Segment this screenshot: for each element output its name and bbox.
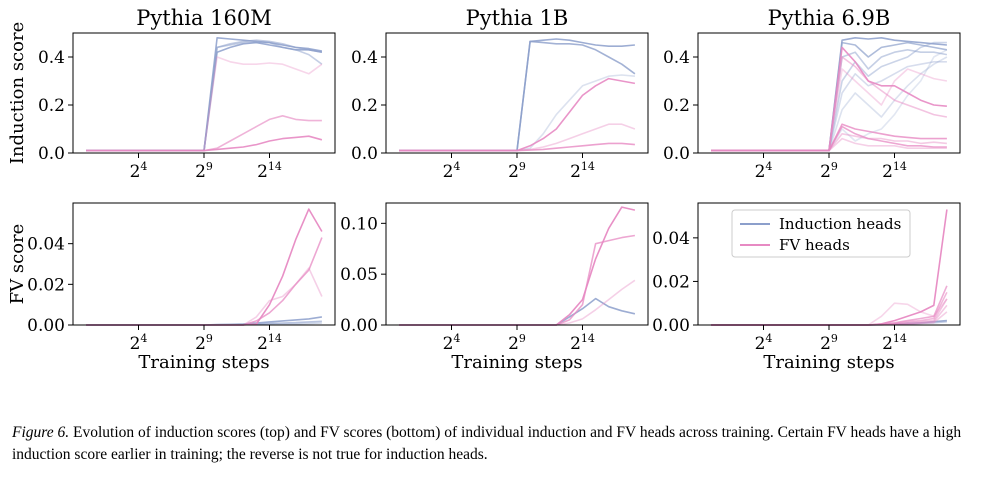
x-tick-label: 29	[508, 160, 526, 182]
fv-head-line-5	[86, 56, 323, 152]
induction-head-line-2	[399, 40, 636, 152]
chart-title: Pythia 160M	[136, 6, 271, 30]
x-tick-label: 24	[130, 332, 148, 354]
chart-panel-2: 0.0 0.2 0.4 24 29 214 Pythia 1B	[351, 6, 649, 182]
y-tick-label: 0.0	[38, 144, 65, 164]
x-tick-label: 24	[443, 160, 461, 182]
y-tick-label: 0.0	[351, 144, 378, 164]
fv-head-line-4	[399, 279, 636, 326]
fv-head-line-4	[86, 208, 323, 326]
y-tick-label: 0.02	[652, 272, 690, 292]
fv-head-line-12	[711, 125, 947, 152]
legend-entry-label: FV heads	[779, 236, 850, 254]
induction-head-line-4	[86, 41, 323, 152]
fv-head-line-6	[399, 142, 635, 152]
x-tick-label: 214	[882, 160, 907, 182]
y-tick-label: 0.10	[340, 214, 378, 234]
plot-frame	[385, 32, 649, 154]
x-tick-label: 24	[755, 160, 773, 182]
x-tick-label: 29	[195, 160, 213, 182]
legend: Induction heads FV heads	[731, 209, 911, 258]
y-tick-label: 0.05	[340, 265, 378, 285]
x-axis-label: Training steps	[451, 352, 582, 373]
x-axis-label: Training steps	[138, 352, 269, 373]
induction-head-line-2	[86, 41, 323, 152]
chart-title: Pythia 1B	[466, 6, 569, 30]
caption-text: Evolution of induction scores (top) and …	[12, 424, 962, 463]
y-tick-label: 0.00	[652, 316, 690, 336]
induction-head-line-4	[711, 41, 947, 152]
fv-head-line-5	[711, 285, 948, 326]
y-tick-label: 0.0	[663, 144, 690, 164]
fv-head-line-8	[711, 46, 947, 152]
fv-head-line-7	[86, 135, 323, 152]
plot-frame	[72, 202, 336, 326]
y-tick-label: 0.4	[663, 48, 690, 68]
x-axis-label: Training steps	[763, 352, 894, 373]
y-tick-label: 0.4	[351, 48, 378, 68]
y-tick-label: 0.4	[38, 48, 65, 68]
figure-caption: Figure 6. Evolution of induction scores …	[12, 422, 997, 466]
y-axis-label: FV score	[7, 224, 28, 305]
x-tick-label: 214	[257, 332, 282, 354]
legend-entry-label: Induction heads	[779, 215, 901, 233]
induction-head-line-1	[399, 38, 635, 152]
y-tick-label: 0.04	[652, 229, 690, 249]
y-tick-label: 0.00	[340, 316, 378, 336]
x-tick-label: 24	[755, 332, 773, 354]
fv-head-line-14	[711, 137, 947, 152]
induction-head-line-7	[711, 49, 948, 152]
induction-head-line-3	[399, 74, 635, 152]
x-tick-label: 29	[195, 332, 213, 354]
fv-head-line-5	[86, 237, 323, 326]
figure-6: 0.0 0.2 0.4 24 29 214 Pythia 160M Induction sco…	[7, 6, 961, 373]
plot-frame	[697, 32, 961, 154]
induction-head-line-3	[86, 39, 323, 152]
induction-head-line-2	[711, 41, 948, 152]
x-tick-label: 29	[820, 160, 838, 182]
x-tick-label: 24	[443, 332, 461, 354]
chart-panel-3: 0.0 0.2 0.4 24 29 214 Pythia 6.9B	[663, 6, 961, 182]
legend-box	[731, 209, 911, 258]
induction-head-line-1	[86, 36, 323, 152]
fv-head-line-13	[711, 133, 947, 152]
x-tick-label: 214	[882, 332, 907, 354]
x-tick-label: 214	[257, 160, 282, 182]
y-tick-label: 0.04	[27, 235, 65, 255]
chart-title: Pythia 6.9B	[768, 6, 891, 30]
x-tick-label: 29	[508, 332, 526, 354]
y-tick-label: 0.02	[27, 275, 65, 295]
y-tick-label: 0.2	[38, 96, 65, 116]
x-tick-label: 29	[820, 332, 838, 354]
induction-head-line-1	[399, 297, 636, 326]
y-tick-label: 0.2	[663, 96, 690, 116]
caption-label: Figure 6.	[12, 424, 70, 441]
x-tick-label: 24	[130, 160, 148, 182]
y-axis-label: Induction score	[7, 22, 28, 164]
y-tick-label: 0.00	[27, 316, 65, 336]
chart-panel-1: 0.0 0.2 0.4 24 29 214 Pythia 160M Induction sco…	[7, 6, 336, 182]
x-tick-label: 214	[570, 160, 595, 182]
plot-frame	[72, 32, 336, 154]
x-tick-label: 214	[570, 332, 595, 354]
y-tick-label: 0.2	[351, 96, 378, 116]
fv-head-line-4	[399, 77, 636, 152]
induction-head-line-3	[711, 48, 948, 152]
